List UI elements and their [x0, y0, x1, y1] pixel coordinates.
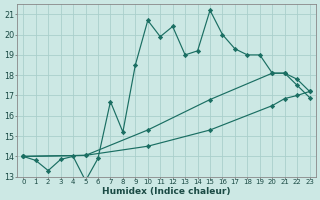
X-axis label: Humidex (Indice chaleur): Humidex (Indice chaleur)	[102, 187, 231, 196]
